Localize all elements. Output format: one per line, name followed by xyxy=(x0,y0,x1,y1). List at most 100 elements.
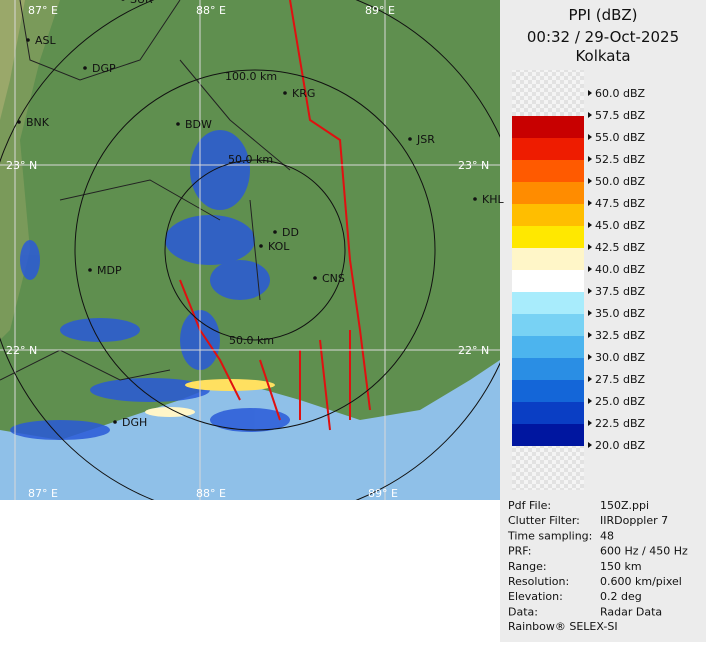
info-value: 150 km xyxy=(600,560,642,573)
place-dot xyxy=(473,197,477,201)
place-dot xyxy=(176,122,180,126)
place-label: KRG xyxy=(292,87,315,100)
place-label: JSR xyxy=(416,133,435,146)
legend-label: 35.0 dBZ xyxy=(595,307,646,320)
place-label: DGP xyxy=(92,62,116,75)
place-label: ASL xyxy=(35,34,57,47)
lon-label: 87° E xyxy=(28,487,58,500)
info-key: Time sampling: xyxy=(507,529,592,542)
footer: Rainbow® SELEX-SI xyxy=(508,620,618,633)
info-value: Radar Data xyxy=(600,605,662,618)
info-key: PRF: xyxy=(508,545,531,558)
legend-label: 50.0 dBZ xyxy=(595,175,646,188)
legend-label: 27.5 dBZ xyxy=(595,373,646,386)
hills xyxy=(0,0,25,120)
lat-label: 23° N xyxy=(6,159,37,172)
legend-swatch xyxy=(512,270,584,292)
lon-label: 89° E xyxy=(365,4,395,17)
place-label: DGH xyxy=(122,416,147,429)
place-dot xyxy=(259,244,263,248)
district-lines xyxy=(0,0,291,381)
legend-label: 57.5 dBZ xyxy=(595,109,646,122)
info-key: Clutter Filter: xyxy=(508,514,580,527)
legend-label: 32.5 dBZ xyxy=(595,329,646,342)
place-dot xyxy=(273,230,277,234)
legend-swatch xyxy=(512,402,584,424)
lon-label: 88° E xyxy=(196,487,226,500)
info-key: Range: xyxy=(508,560,547,573)
place-label: BNK xyxy=(26,116,50,129)
legend-pointer xyxy=(588,332,592,338)
legend-label: 47.5 dBZ xyxy=(595,197,646,210)
border xyxy=(289,0,371,411)
legend-pointer xyxy=(588,200,592,206)
header-time: 00:32 / 29-Oct-2025 xyxy=(527,28,679,46)
info-value: 0.2 deg xyxy=(600,590,642,603)
lon-label: 87° E xyxy=(28,4,58,17)
place-label: DD xyxy=(282,226,299,239)
info-value: IIRDoppler 7 xyxy=(600,514,668,527)
legend-pointer xyxy=(588,178,592,184)
legend-swatch xyxy=(512,314,584,336)
map xyxy=(0,0,500,500)
legend-pointer xyxy=(588,222,592,228)
legend-pointer xyxy=(588,310,592,316)
info-value: 600 Hz / 450 Hz xyxy=(600,545,688,558)
legend-pointer xyxy=(588,354,592,360)
legend-pointer xyxy=(588,244,592,250)
strong-echo xyxy=(185,379,275,391)
legend-pointer xyxy=(588,266,592,272)
graticule xyxy=(0,0,500,500)
legend-label: 25.0 dBZ xyxy=(595,395,646,408)
info-value: 150Z.ppi xyxy=(600,499,649,512)
legend-swatch xyxy=(512,182,584,204)
place-dot xyxy=(408,137,412,141)
place-dot xyxy=(26,38,30,42)
legend-label: 52.5 dBZ xyxy=(595,153,646,166)
legend-label: 45.0 dBZ xyxy=(595,219,646,232)
legend-swatch xyxy=(512,248,584,270)
legend-swatch xyxy=(512,160,584,182)
lat-label: 22° N xyxy=(458,344,489,357)
place-dot xyxy=(121,0,125,1)
range-label: 100.0 km xyxy=(225,70,277,83)
legend-pointer xyxy=(588,376,592,382)
legend-pointer xyxy=(588,134,592,140)
legend-pointer xyxy=(588,288,592,294)
legend-label: 37.5 dBZ xyxy=(595,285,646,298)
place-label: SUR xyxy=(130,0,153,6)
legend-swatch xyxy=(512,424,584,446)
range-label: 50.0 km xyxy=(228,153,273,166)
legend-label: 40.0 dBZ xyxy=(595,263,646,276)
legend-swatch xyxy=(512,116,584,138)
place-label: KHL xyxy=(482,193,504,206)
info-key: Elevation: xyxy=(508,590,563,603)
info-key: Resolution: xyxy=(508,575,569,588)
legend-label: 42.5 dBZ xyxy=(595,241,646,254)
lat-label: 23° N xyxy=(458,159,489,172)
river-delta xyxy=(179,279,351,431)
legend-swatch xyxy=(512,226,584,248)
lon-label: 89° E xyxy=(368,487,398,500)
lon-label: 88° E xyxy=(196,4,226,17)
legend-label: 30.0 dBZ xyxy=(595,351,646,364)
legend-swatch xyxy=(512,336,584,358)
legend-swatch xyxy=(512,380,584,402)
legend-swatch xyxy=(512,204,584,226)
legend-label: 22.5 dBZ xyxy=(595,417,646,430)
place-dot xyxy=(83,66,87,70)
place-label: BDW xyxy=(185,118,212,131)
info-key: Pdf File: xyxy=(508,499,551,512)
legend-pointer xyxy=(588,398,592,404)
legend-label: 20.0 dBZ xyxy=(595,439,646,452)
place-dot xyxy=(113,420,117,424)
legend-pointer xyxy=(588,442,592,448)
range-label: 50.0 km xyxy=(229,334,274,347)
place-label: CNS xyxy=(322,272,345,285)
place-dot xyxy=(283,91,287,95)
echoes xyxy=(10,130,290,440)
legend-pointer xyxy=(588,112,592,118)
info-value: 0.600 km/pixel xyxy=(600,575,682,588)
place-dot xyxy=(88,268,92,272)
